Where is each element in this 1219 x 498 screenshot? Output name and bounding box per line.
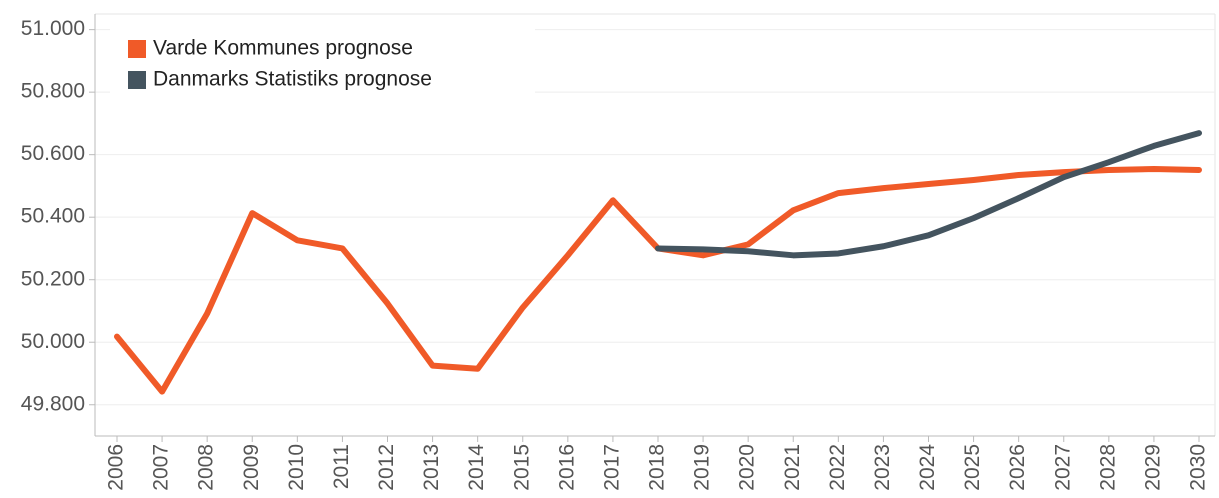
legend-swatch [128, 40, 146, 58]
x-tick-label: 2022 [826, 444, 849, 491]
x-tick-label: 2007 [150, 444, 173, 491]
y-tick-label: 50.000 [21, 330, 85, 353]
x-tick-label: 2030 [1187, 444, 1210, 491]
x-tick-label: 2024 [916, 444, 939, 491]
x-tick-label: 2015 [510, 444, 533, 491]
line-series [114, 166, 1202, 395]
x-tick-label: 2010 [285, 444, 308, 491]
x-tick-label: 2020 [736, 444, 759, 491]
legend-box [110, 22, 535, 98]
x-tick-label: 2012 [375, 444, 398, 491]
x-tick-label: 2009 [240, 444, 263, 491]
x-tick-label: 2013 [420, 444, 443, 491]
x-tick-label: 2025 [961, 444, 984, 491]
y-tick-label: 49.800 [21, 392, 85, 415]
legend-label: Varde Kommunes prognose [153, 37, 413, 60]
x-tick-label: 2023 [871, 444, 894, 491]
y-tick-label: 50.600 [21, 142, 85, 165]
y-tick-label: 51.000 [21, 17, 85, 40]
line-series [655, 130, 1202, 259]
x-tick-label: 2027 [1051, 444, 1074, 491]
legend-label: Danmarks Statistiks prognose [153, 68, 432, 91]
y-tick-label: 50.200 [21, 267, 85, 290]
x-tick-label: 2008 [195, 444, 218, 491]
x-tick-label: 2006 [105, 444, 128, 491]
x-tick-label: 2011 [330, 444, 353, 489]
x-tick-label: 2017 [600, 444, 623, 491]
x-tick-label: 2019 [691, 444, 714, 491]
y-tick-label: 50.400 [21, 205, 85, 228]
x-tick-label: 2018 [646, 444, 669, 491]
y-tick-label: 50.800 [21, 80, 85, 103]
legend-swatch [128, 71, 146, 89]
x-tick-label: 2029 [1141, 444, 1164, 491]
x-tick-label: 2016 [555, 444, 578, 491]
x-tick-label: 2014 [465, 444, 488, 491]
x-tick-label: 2028 [1096, 444, 1119, 491]
x-tick-label: 2021 [781, 444, 804, 491]
x-tick-label: 2026 [1006, 444, 1029, 491]
